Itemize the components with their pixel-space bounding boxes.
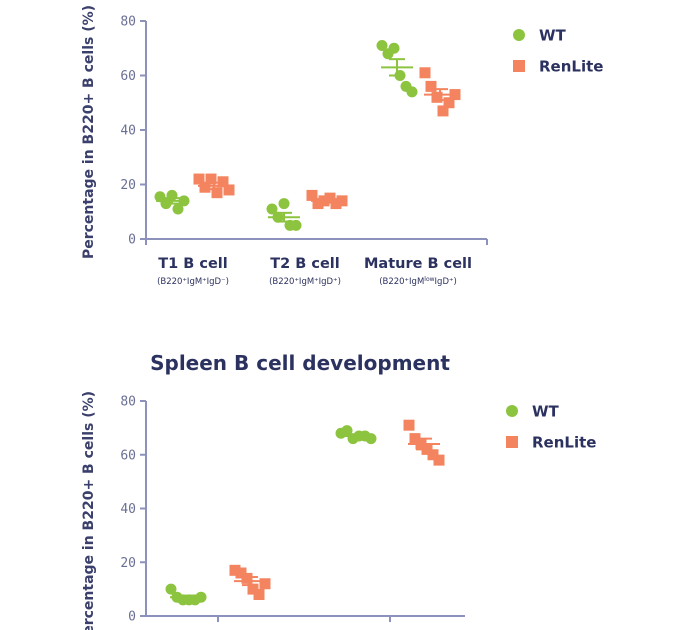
y-tick-label: 40 xyxy=(120,124,136,139)
renlite-point xyxy=(259,578,271,590)
x-tick-label: Mature B cell xyxy=(364,256,472,272)
y-tick-label: 0 xyxy=(128,610,136,625)
renlite-point xyxy=(205,173,217,185)
renlite-point xyxy=(241,572,253,584)
renlite-point xyxy=(419,67,431,79)
renlite-point xyxy=(312,198,324,210)
chart-2-legend: WT RenLite xyxy=(506,403,596,452)
legend-wt-label: WT xyxy=(539,27,567,45)
wt-point xyxy=(266,203,278,215)
x-tick-sublabel: (B220⁺IgM⁺IgD⁻) xyxy=(157,277,229,287)
wt-point xyxy=(388,42,400,54)
wt-point xyxy=(278,198,290,210)
chart-2-title: Spleen B cell development xyxy=(150,351,450,375)
chart-1-y-ticks: 0 20 40 60 80 xyxy=(120,15,146,248)
renlite-point xyxy=(247,583,259,595)
renlite-point xyxy=(324,192,336,204)
wt-point xyxy=(165,583,177,595)
x-tick-sublabel: (B220⁺IgM⁺IgD⁺) xyxy=(269,277,341,287)
x-tick-label: T2 B cell xyxy=(270,256,340,272)
chart-1-x-tick-labels: T1 B cell (B220⁺IgM⁺IgD⁻) T2 B cell (B220⁺I… xyxy=(157,256,472,287)
x-tick-label: T1 B cell xyxy=(158,256,228,272)
legend-wt-label: WT xyxy=(532,403,560,421)
chart-2-y-ticks: 0 20 40 60 80 xyxy=(120,395,146,625)
y-tick-label: 20 xyxy=(120,178,136,193)
renlite-point xyxy=(437,105,449,117)
chart-1-axes xyxy=(145,21,488,245)
renlite-point xyxy=(211,187,223,199)
renlite-point xyxy=(253,589,265,600)
chart-1-y-axis-label: Percentage in B220+ B cells (%) xyxy=(81,5,97,259)
legend-renlite-label: RenLite xyxy=(532,434,596,452)
y-tick-label: 60 xyxy=(120,69,136,84)
renlite-point xyxy=(409,433,421,445)
renlite-point xyxy=(193,173,205,185)
renlite-point xyxy=(217,176,229,188)
renlite-point xyxy=(431,91,443,103)
renlite-point xyxy=(223,184,235,196)
wt-point xyxy=(341,425,353,437)
renlite-point xyxy=(425,80,437,92)
renlite-point xyxy=(306,189,318,201)
chart-2-y-axis-label: Percentage in B220+ B cells (%) xyxy=(81,391,97,630)
legend-wt-marker xyxy=(513,29,525,41)
renlite-point xyxy=(427,449,439,461)
chart-1-legend: WT RenLite xyxy=(513,27,603,76)
y-tick-label: 60 xyxy=(120,448,136,463)
renlite-point xyxy=(235,567,247,579)
legend-wt-marker xyxy=(506,405,518,417)
renlite-point xyxy=(403,419,415,431)
y-tick-label: 40 xyxy=(120,502,136,517)
renlite-point xyxy=(443,97,455,109)
legend-renlite-marker xyxy=(506,436,518,448)
chart-2-data-marks xyxy=(165,419,445,606)
y-tick-label: 20 xyxy=(120,556,136,571)
renlite-point xyxy=(433,454,445,466)
y-tick-label: 80 xyxy=(120,15,136,30)
legend-renlite-label: RenLite xyxy=(539,58,603,76)
wt-point xyxy=(365,433,377,445)
chart-2: Spleen B cell development Percentage in … xyxy=(81,351,596,630)
chart-1-data-marks xyxy=(154,40,461,231)
renlite-point xyxy=(229,564,241,576)
x-tick-sublabel: (B220⁺IgMlowIgD⁺) xyxy=(379,276,457,287)
wt-point xyxy=(290,219,302,231)
chart-1: Percentage in B220+ B cells (%) 0 20 40 60 8… xyxy=(81,5,603,287)
y-tick-label: 0 xyxy=(128,233,136,248)
wt-point xyxy=(406,86,418,98)
wt-point xyxy=(376,40,388,52)
renlite-point xyxy=(199,181,211,193)
wt-point xyxy=(172,203,184,215)
y-tick-label: 80 xyxy=(120,395,136,410)
legend-renlite-marker xyxy=(513,60,525,72)
renlite-point xyxy=(330,198,342,210)
